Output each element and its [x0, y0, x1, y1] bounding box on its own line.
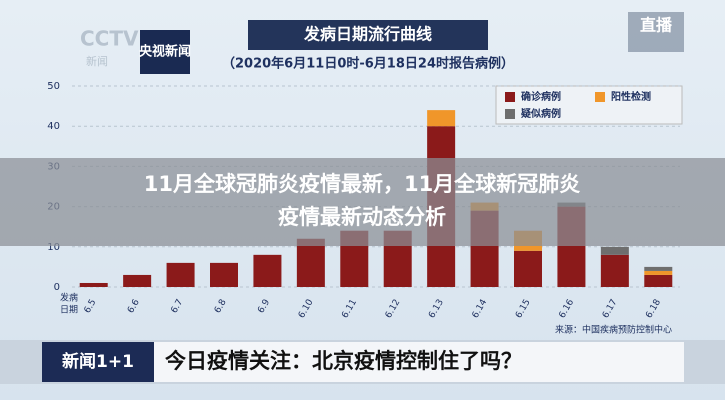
legend-label: 疑似病例 — [521, 107, 561, 120]
lower-third-box — [154, 342, 684, 382]
bar — [166, 262, 195, 287]
live: 直播 — [640, 16, 673, 35]
x-label: 日期 — [60, 305, 78, 316]
bar — [296, 238, 325, 287]
headline-band — [0, 158, 725, 246]
chart-title: 发病日期流行曲线 — [303, 25, 432, 44]
brand: 央视新闻 — [139, 44, 191, 60]
bar — [210, 262, 238, 287]
bar — [644, 266, 673, 271]
legend-swatch — [505, 92, 515, 102]
chart-subtitle: （2020年6月11日0时-6月18日24时报告病例） — [222, 56, 514, 72]
program: 新闻1+1 — [62, 351, 134, 372]
y-tick-label: 50 — [47, 81, 60, 92]
bar — [644, 270, 673, 275]
x-label: 发病 — [60, 292, 78, 304]
legend — [495, 85, 683, 125]
legend-label: 阳性检测 — [611, 90, 651, 103]
bar — [79, 282, 108, 287]
legend-label: 确诊病例 — [521, 90, 561, 103]
source: 来源：中国疾病预防控制中心 — [555, 324, 672, 336]
bar — [644, 274, 673, 287]
live-box — [628, 12, 684, 52]
legend-swatch — [595, 92, 605, 102]
channel-sub: 新闻 — [86, 54, 108, 68]
lower-third-text: 今日疫情关注：北京疫情控制住了吗？ — [165, 349, 522, 373]
headline: 11月全球冠肺炎疫情最新，11月全球新冠肺炎 — [144, 172, 580, 196]
bar — [123, 274, 152, 287]
bar — [600, 254, 629, 287]
y-tick-label: 0 — [54, 282, 60, 293]
bar — [514, 250, 542, 287]
bar — [600, 246, 629, 255]
program-box — [42, 342, 154, 382]
y-tick-label: 10 — [47, 242, 60, 253]
bar — [427, 110, 456, 127]
brand-box — [140, 30, 190, 74]
legend-swatch — [505, 109, 515, 119]
title-box — [248, 20, 488, 50]
y-tick-label: 40 — [47, 121, 60, 132]
headline: 疫情最新动态分析 — [278, 205, 446, 229]
bar — [253, 254, 282, 287]
